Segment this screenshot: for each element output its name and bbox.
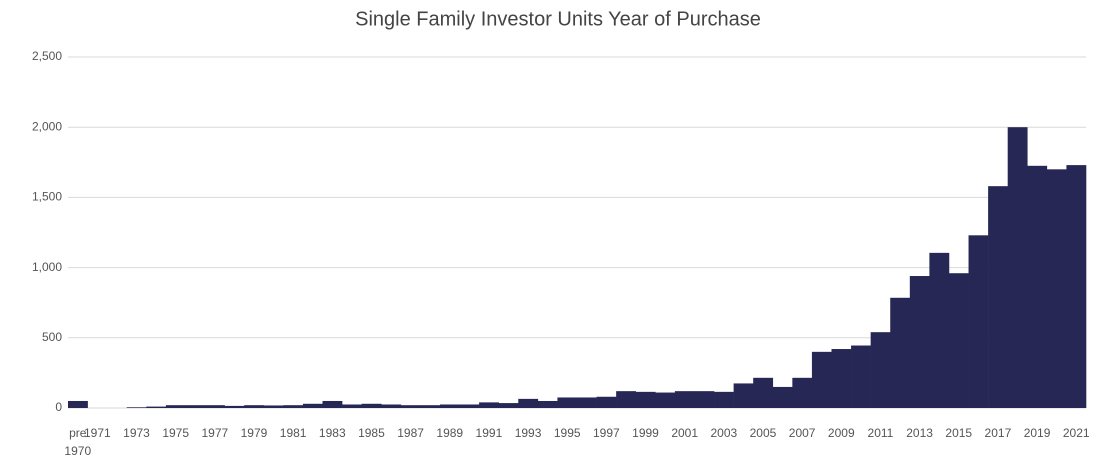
bar bbox=[694, 391, 715, 408]
chart-title: Single Family Investor Units Year of Pur… bbox=[355, 8, 761, 30]
bar bbox=[518, 398, 539, 408]
x-tick-label: 2003 bbox=[710, 426, 737, 440]
bar bbox=[400, 405, 421, 408]
bar bbox=[831, 349, 852, 408]
bar bbox=[205, 405, 225, 408]
bar bbox=[753, 377, 774, 408]
bar bbox=[714, 391, 734, 408]
bar bbox=[792, 377, 813, 408]
bar bbox=[244, 405, 265, 408]
x-tick-label: 1999 bbox=[632, 426, 659, 440]
y-tick-label: 0 bbox=[55, 400, 62, 414]
bar bbox=[674, 391, 695, 408]
bar bbox=[616, 391, 637, 408]
bar bbox=[302, 403, 323, 408]
x-tick-label: 1981 bbox=[280, 426, 307, 440]
x-tick-label: 2011 bbox=[868, 426, 894, 440]
x-tick-label: 2019 bbox=[1024, 426, 1051, 440]
x-tick-label: 2009 bbox=[828, 426, 855, 440]
x-tick-label: 1971 bbox=[84, 426, 111, 440]
x-tick-label: 1979 bbox=[241, 426, 268, 440]
x-tick-label: 1995 bbox=[554, 426, 581, 440]
x-tick-label: 2021 bbox=[1063, 426, 1090, 440]
x-tick-label: 2015 bbox=[945, 426, 972, 440]
bar bbox=[870, 332, 891, 408]
y-tick-label: 500 bbox=[42, 330, 62, 344]
bar bbox=[733, 383, 754, 408]
x-tick-label: 1997 bbox=[593, 426, 620, 440]
bar bbox=[498, 403, 519, 408]
bar bbox=[1007, 127, 1028, 408]
x-tick-label: 1987 bbox=[397, 426, 424, 440]
x-tick-label: 2001 bbox=[671, 426, 698, 440]
bar bbox=[420, 405, 441, 408]
x-tick-label: 2007 bbox=[789, 426, 816, 440]
x-tick-label: 1991 bbox=[476, 426, 503, 440]
bar bbox=[439, 404, 460, 408]
bar bbox=[948, 273, 969, 408]
bar bbox=[126, 407, 147, 408]
bar bbox=[263, 405, 284, 408]
bar bbox=[772, 386, 793, 408]
x-tick-label: 2017 bbox=[985, 426, 1012, 440]
bar bbox=[929, 252, 950, 408]
bar bbox=[1066, 165, 1087, 408]
bar bbox=[909, 276, 930, 408]
x-tick-label: 2005 bbox=[750, 426, 777, 440]
bar bbox=[655, 392, 676, 408]
x-tick-label: 1983 bbox=[319, 426, 346, 440]
bar bbox=[557, 397, 578, 408]
bar bbox=[988, 186, 1008, 408]
x-tick-label: 1975 bbox=[162, 426, 189, 440]
x-tick-label: 1985 bbox=[358, 426, 385, 440]
bar bbox=[224, 405, 245, 408]
bar bbox=[381, 404, 402, 408]
x-tick-label: 1989 bbox=[436, 426, 463, 440]
bar bbox=[1046, 169, 1067, 408]
bar bbox=[146, 406, 167, 408]
x-tick-label: 1973 bbox=[123, 426, 150, 440]
bar bbox=[596, 396, 617, 408]
y-tick-label: 2,000 bbox=[32, 119, 62, 133]
bar bbox=[635, 391, 656, 408]
bar bbox=[342, 404, 362, 408]
bar bbox=[890, 297, 911, 408]
y-tick-label: 2,500 bbox=[32, 49, 62, 63]
bar bbox=[1027, 165, 1048, 408]
bar bbox=[322, 400, 343, 408]
bar bbox=[479, 402, 499, 408]
y-tick-label: 1,500 bbox=[32, 190, 62, 204]
bar bbox=[165, 405, 186, 408]
bar bbox=[577, 397, 597, 408]
x-tick-label: 2013 bbox=[906, 426, 933, 440]
bar bbox=[459, 404, 480, 408]
x-tick-label: pre 1970 bbox=[64, 426, 91, 458]
x-tick-label: 1977 bbox=[201, 426, 228, 440]
bar bbox=[361, 403, 382, 408]
bar bbox=[851, 345, 871, 408]
bar bbox=[283, 405, 304, 408]
bar bbox=[968, 235, 989, 408]
bar bbox=[68, 400, 88, 408]
bar bbox=[185, 405, 206, 408]
x-tick-label: 1993 bbox=[515, 426, 542, 440]
bar bbox=[811, 351, 832, 408]
y-tick-label: 1,000 bbox=[32, 260, 62, 274]
bar bbox=[537, 400, 558, 408]
